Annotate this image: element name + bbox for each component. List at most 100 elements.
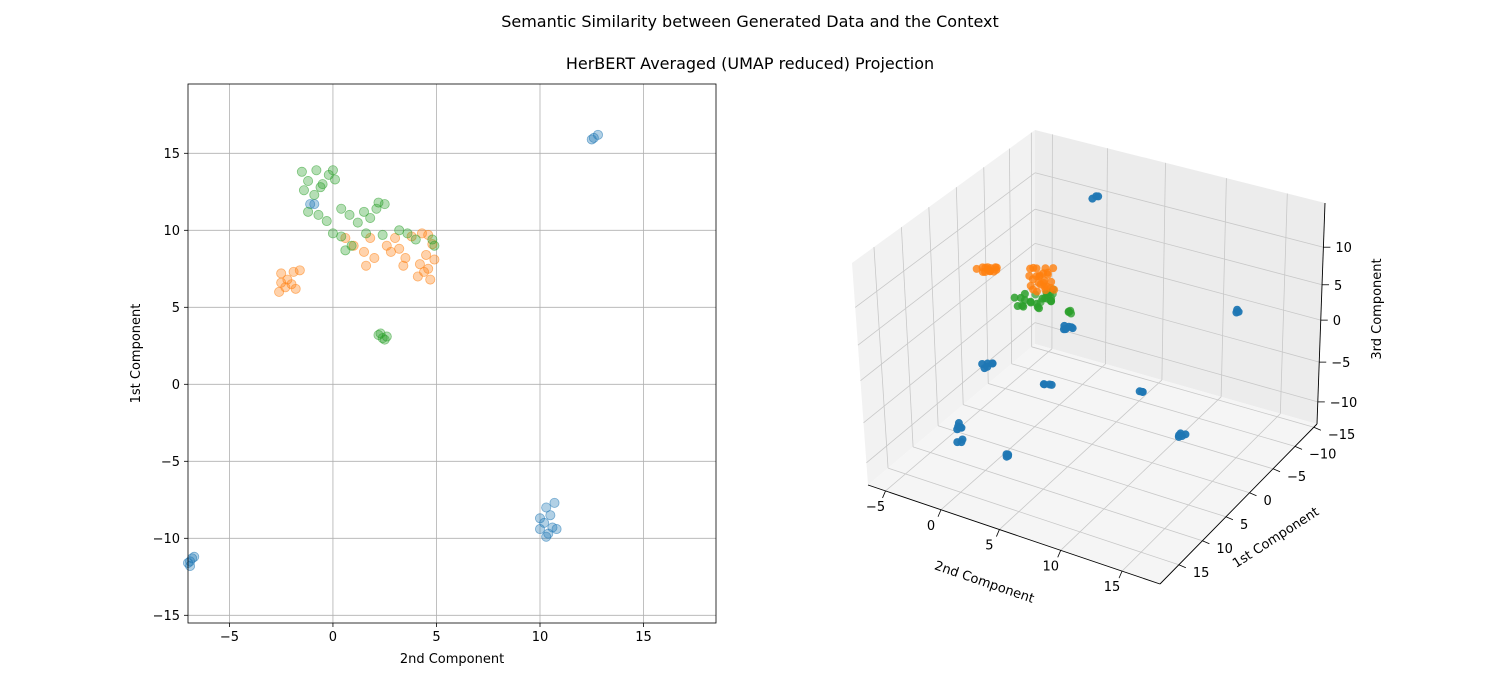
z-tick-label: −5 — [1331, 356, 1350, 371]
data-point-green — [379, 199, 390, 210]
data-point-green — [352, 217, 363, 228]
wall-grid-y — [873, 247, 889, 469]
data-point-green — [315, 182, 326, 193]
y-tick — [1178, 564, 1186, 569]
data-point-green — [361, 228, 372, 239]
wall-grid-z-left — [863, 283, 1036, 424]
data-point-green — [427, 234, 438, 245]
wall-grid-z-left — [866, 322, 1036, 464]
data-point-green — [402, 228, 413, 239]
wall-grid-z-left — [854, 172, 1036, 308]
data-point-blue — [954, 419, 963, 428]
x-axis-label: 2nd Component — [400, 652, 504, 667]
wall-grid-x — [1105, 148, 1108, 365]
data-point-green — [373, 197, 384, 208]
y-tick-label: −5 — [161, 455, 180, 470]
wall-grid-z-right — [1034, 322, 1318, 403]
floor-grid-y — [912, 446, 1203, 542]
floor-grid-x — [885, 348, 1053, 492]
y-tick-label: 15 — [163, 147, 180, 162]
y-tick-label: 10 — [163, 224, 180, 239]
x-tick — [1118, 570, 1123, 579]
floor-pane — [868, 344, 1317, 584]
data-point-orange — [390, 232, 401, 243]
y-tick-label: −10 — [153, 532, 180, 547]
x-tick-label: 15 — [1104, 580, 1121, 595]
z-tick-label: −10 — [1330, 396, 1357, 411]
data-point-orange — [414, 259, 425, 270]
wall-grid-y — [928, 207, 939, 426]
z-axis-line — [1316, 202, 1326, 425]
z-axis-label: 3rd Component — [1370, 258, 1385, 359]
data-point-orange — [276, 277, 287, 288]
data-point-orange — [290, 283, 301, 294]
data-point-orange — [1049, 264, 1058, 273]
data-point-blue — [1004, 450, 1013, 459]
wall-grid-z-right — [1034, 283, 1320, 363]
data-point-blue — [541, 531, 552, 542]
floor-grid-y — [1031, 346, 1314, 428]
data-point-blue — [1045, 380, 1054, 389]
data-point-orange — [1035, 272, 1044, 281]
data-point-orange — [358, 246, 369, 257]
floor-grid-y — [963, 404, 1250, 494]
x-tick — [937, 509, 942, 517]
data-point-green — [330, 174, 341, 185]
figure-title: Semantic Similarity between Generated Da… — [501, 12, 999, 31]
floor-grid-x — [1121, 413, 1281, 572]
wall-grid-y — [955, 187, 964, 405]
floor-grid-x — [1060, 396, 1222, 551]
data-point-green — [371, 203, 382, 214]
y-tick-label: 0 — [172, 378, 180, 393]
floor-grid-x — [999, 379, 1163, 530]
data-point-green — [1066, 306, 1075, 315]
y-tick-label: 10 — [1216, 542, 1233, 557]
data-point-green — [1013, 302, 1022, 311]
data-point-blue — [1138, 387, 1147, 396]
wall-grid-z-right — [1034, 208, 1323, 286]
data-point-blue — [189, 551, 200, 562]
data-point-blue — [988, 359, 997, 368]
data-point-orange — [1029, 263, 1038, 272]
data-point-orange — [288, 266, 299, 277]
data-point-orange — [425, 274, 436, 285]
y-tick — [1294, 446, 1303, 450]
data-point-green — [336, 203, 347, 214]
wall-grid-y — [1008, 148, 1013, 364]
floor-grid-y — [1011, 363, 1296, 447]
data-point-green — [1010, 293, 1019, 302]
data-point-blue — [1234, 307, 1243, 316]
data-point-blue — [586, 134, 597, 145]
x-tick-label: 0 — [329, 630, 337, 645]
data-point-green — [365, 212, 376, 223]
x-tick — [996, 529, 1000, 537]
x-tick-label: −5 — [866, 500, 885, 515]
data-point-orange — [361, 260, 372, 271]
x-tick-label: −5 — [220, 630, 239, 645]
wall-grid-z-left — [860, 243, 1036, 381]
wall-grid-y — [901, 227, 914, 447]
x-tick-label: 10 — [532, 630, 549, 645]
data-point-green — [296, 166, 307, 177]
y-tick-label: 0 — [1263, 494, 1271, 509]
data-point-orange — [972, 264, 981, 273]
x-tick-label: 10 — [1042, 559, 1059, 574]
back-wall-left — [852, 130, 1035, 485]
data-point-green — [303, 176, 314, 187]
data-point-blue — [541, 502, 552, 513]
wall-grid-x — [1279, 193, 1288, 414]
floor-grid-x — [940, 363, 1106, 511]
y-tick-label: −15 — [1328, 428, 1355, 443]
y-tick-label: −10 — [1309, 447, 1336, 462]
data-point-blue — [551, 524, 562, 535]
data-point-orange — [1028, 275, 1037, 284]
data-point-orange — [429, 254, 440, 265]
data-point-orange — [1042, 282, 1051, 291]
x-axis-line — [867, 484, 1161, 585]
data-point-orange — [1034, 278, 1043, 287]
data-point-green — [410, 234, 421, 245]
back-wall-right — [1035, 130, 1325, 424]
data-point-orange — [400, 253, 411, 264]
data-point-orange — [385, 246, 396, 257]
